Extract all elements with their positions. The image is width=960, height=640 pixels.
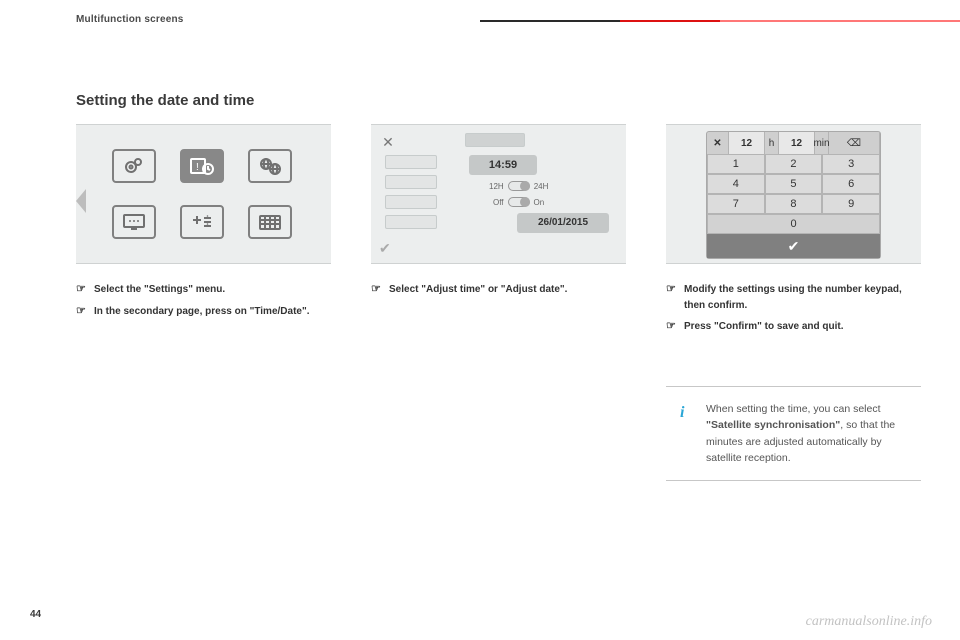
pointer-icon: ☞ bbox=[666, 282, 684, 313]
keypad-confirm-icon: ✔ bbox=[707, 234, 880, 258]
keypad-grid: 1 2 3 4 5 6 7 8 9 0 bbox=[707, 154, 880, 234]
clock-cal-icon: ! bbox=[180, 149, 224, 183]
time-value: 14:59 bbox=[469, 155, 537, 175]
pointer-icon: ☞ bbox=[76, 304, 94, 320]
section-label: Multifunction screens bbox=[76, 14, 184, 25]
key-9: 9 bbox=[822, 194, 880, 214]
keypad-close-icon: ✕ bbox=[707, 132, 729, 154]
pointer-icon: ☞ bbox=[76, 282, 94, 298]
side-tab-3 bbox=[385, 195, 437, 209]
key-1: 1 bbox=[707, 154, 765, 174]
sync-on-label: On bbox=[534, 198, 545, 207]
step-text: Select the "Settings" menu. bbox=[94, 282, 225, 298]
tab-active bbox=[465, 133, 525, 147]
key-2: 2 bbox=[765, 154, 823, 174]
side-tab-2 bbox=[385, 175, 437, 189]
step-text: Select "Adjust time" or "Adjust date". bbox=[389, 282, 567, 298]
key-0: 0 bbox=[707, 214, 880, 234]
page-header: Multifunction screens bbox=[0, 0, 960, 40]
confirm-check-icon: ✔ bbox=[379, 240, 391, 257]
step-text: Press "Confirm" to save and quit. bbox=[684, 319, 844, 335]
close-icon: ✕ bbox=[379, 133, 397, 151]
time-format-toggle: 12H 24H bbox=[489, 181, 548, 191]
steps-col-1: ☞Select the "Settings" menu. ☞In the sec… bbox=[76, 282, 331, 325]
key-5: 5 bbox=[765, 174, 823, 194]
watermark: carmanualsonline.info bbox=[806, 614, 932, 630]
key-7: 7 bbox=[707, 194, 765, 214]
screen-icon bbox=[112, 205, 156, 239]
fmt-12h-label: 12H bbox=[489, 182, 504, 191]
info-text-lead: When setting the time, you can select bbox=[706, 403, 881, 415]
time-date-settings-illustration: ✕ 14:59 12H 24H Off On 26/01/2015 ✔ bbox=[371, 124, 626, 264]
topline-red bbox=[620, 20, 720, 22]
langs-icon bbox=[248, 149, 292, 183]
calc-icon bbox=[180, 205, 224, 239]
key-4: 4 bbox=[707, 174, 765, 194]
page-title: Setting the date and time bbox=[76, 92, 254, 109]
back-icon bbox=[76, 189, 86, 213]
mins-label: min bbox=[815, 132, 829, 154]
sync-off-label: Off bbox=[493, 198, 504, 207]
info-text-bold: "Satellite synchronisation" bbox=[706, 419, 840, 431]
date-value: 26/01/2015 bbox=[517, 213, 609, 233]
side-tab-4 bbox=[385, 215, 437, 229]
step-text: Modify the settings using the number key… bbox=[684, 282, 921, 313]
keyboard-icon bbox=[248, 205, 292, 239]
topline-dark bbox=[480, 20, 620, 22]
info-box: i When setting the time, you can select … bbox=[666, 386, 921, 481]
key-3: 3 bbox=[822, 154, 880, 174]
hours-label: h bbox=[765, 132, 779, 154]
step-text: In the secondary page, press on "Time/Da… bbox=[94, 304, 309, 320]
fmt-24h-label: 24H bbox=[534, 182, 549, 191]
key-8: 8 bbox=[765, 194, 823, 214]
gear-icon bbox=[112, 149, 156, 183]
topline-light-red bbox=[720, 20, 960, 22]
hours-field: 12 bbox=[729, 132, 765, 154]
steps-col-3: ☞Modify the settings using the number ke… bbox=[666, 282, 921, 341]
steps-col-2: ☞Select "Adjust time" or "Adjust date". bbox=[371, 282, 626, 304]
svg-text:!: ! bbox=[196, 162, 199, 173]
pointer-icon: ☞ bbox=[666, 319, 684, 335]
sync-toggle: Off On bbox=[493, 197, 544, 207]
settings-menu-illustration: ! bbox=[76, 124, 331, 264]
keypad-illustration: ✕ 12 h 12 min ⌫ 1 2 3 4 5 6 7 8 9 0 ✔ bbox=[666, 124, 921, 264]
pointer-icon: ☞ bbox=[371, 282, 389, 298]
backspace-icon: ⌫ bbox=[829, 132, 880, 154]
info-icon: i bbox=[680, 401, 696, 417]
page-number: 44 bbox=[30, 609, 41, 620]
mins-field: 12 bbox=[779, 132, 815, 154]
key-6: 6 bbox=[822, 174, 880, 194]
side-tab-1 bbox=[385, 155, 437, 169]
number-keypad: ✕ 12 h 12 min ⌫ 1 2 3 4 5 6 7 8 9 0 ✔ bbox=[706, 131, 881, 259]
